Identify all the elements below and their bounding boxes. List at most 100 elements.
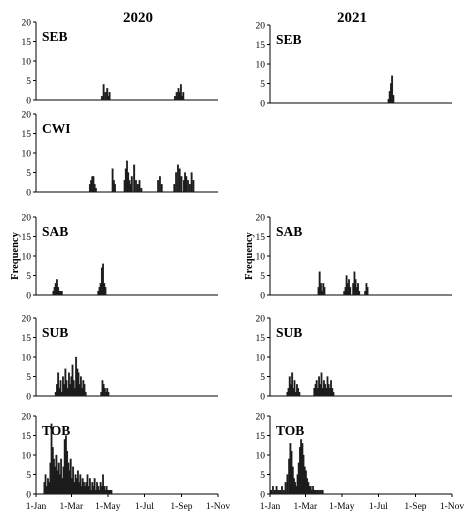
y-tick-label: 0 — [260, 99, 265, 109]
bar — [282, 489, 285, 495]
y-tick-label: 15 — [22, 233, 32, 243]
bar — [187, 180, 189, 193]
y-tick-label: 20 — [22, 213, 32, 223]
bar — [102, 474, 104, 495]
bar — [314, 489, 317, 495]
panel-2021-seb: 0 5 10 15 20 SEB — [256, 21, 452, 109]
bar — [110, 489, 113, 495]
column-title-2020: 2020 — [123, 10, 153, 26]
y-tick-label: 0 — [26, 392, 31, 402]
y-tick-label: 5 — [26, 169, 31, 179]
bar — [179, 84, 182, 101]
x-tick-label: 1-Sep — [404, 502, 426, 512]
y-tick-label: 10 — [22, 57, 32, 67]
y-tick-label: 5 — [260, 373, 265, 383]
y-axis-title: Frequency — [10, 231, 21, 279]
bar — [160, 184, 163, 193]
bar — [136, 184, 139, 193]
bar — [79, 376, 82, 397]
bar — [319, 489, 322, 495]
bar — [104, 287, 107, 296]
bar — [391, 75, 394, 104]
y-tick-label: 10 — [22, 451, 32, 461]
panel-label: SAB — [276, 224, 302, 239]
bar — [323, 287, 326, 296]
bar — [182, 92, 185, 101]
bar — [60, 290, 63, 296]
bar — [175, 92, 178, 101]
y-tick-label: 10 — [22, 149, 32, 159]
bar — [114, 184, 116, 193]
bar — [157, 180, 160, 193]
bar — [104, 92, 107, 101]
panel-label: SEB — [42, 29, 68, 44]
bar — [366, 287, 369, 296]
bar — [44, 474, 47, 495]
bar — [180, 176, 183, 193]
bar — [192, 180, 195, 193]
bar — [100, 95, 103, 101]
bar — [94, 187, 97, 193]
column-title-2021: 2021 — [337, 10, 367, 26]
y-tick-label: 20 — [22, 412, 32, 422]
bar — [72, 466, 75, 495]
y-tick-label: 5 — [26, 471, 31, 481]
bar — [318, 489, 321, 495]
y-tick-label: 0 — [26, 188, 31, 198]
x-tick-label: 1-May — [329, 502, 355, 512]
bar — [316, 489, 319, 495]
y-tick-label: 5 — [260, 471, 265, 481]
y-tick-label: 5 — [26, 77, 31, 87]
x-axis-2020: 1-Jan 1-Mar 1-May 1-Jul 1-Sep 1-Nov — [26, 494, 230, 512]
bar — [135, 180, 137, 193]
x-tick-label: 1-Jul — [369, 502, 388, 512]
y-tick-label: 15 — [256, 41, 266, 51]
bar — [175, 172, 178, 193]
x-tick-label: 1-Sep — [170, 502, 192, 512]
bar — [106, 88, 109, 101]
panel-2020-sab: 0 5 10 15 20 SAB — [22, 213, 218, 301]
bar — [88, 478, 91, 495]
bar — [273, 489, 276, 495]
y-tick-label: 15 — [22, 432, 32, 442]
y-tick-label: 0 — [260, 392, 265, 402]
y-tick-label: 5 — [26, 272, 31, 282]
bar — [173, 95, 176, 101]
bar — [190, 172, 193, 193]
y-tick-label: 20 — [22, 110, 32, 120]
bar — [102, 84, 105, 101]
panel-2020-sub: 0 5 10 15 20 SUB — [22, 314, 218, 402]
y-tick-label: 10 — [256, 353, 266, 363]
y-tick-label: 15 — [256, 233, 266, 243]
y-tick-label: 0 — [26, 96, 31, 106]
panel-label: SUB — [42, 325, 68, 340]
bar — [102, 263, 104, 296]
y-tick-label: 15 — [22, 38, 32, 48]
bar — [293, 380, 296, 397]
bar — [349, 287, 352, 296]
panel-label: TOB — [276, 423, 304, 438]
bar — [272, 486, 274, 495]
y-tick-label: 15 — [256, 432, 266, 442]
y-tick-label: 0 — [26, 291, 31, 301]
panels: 0 5 10 15 20 SEB 0 5 10 15 20 CWI 0 5 10 15 20 SAB 0 5 10 15 2… — [22, 18, 452, 500]
bar — [93, 478, 96, 495]
y-tick-label: 0 — [260, 490, 265, 500]
y-tick-label: 20 — [22, 314, 32, 324]
bar — [108, 92, 111, 101]
bar — [279, 489, 282, 495]
y-tick-label: 15 — [22, 334, 32, 344]
bar — [84, 391, 87, 397]
bar — [357, 283, 359, 296]
x-axis-2021: 1-Jan 1-Mar 1-May 1-Jul 1-Sep 1-Nov — [260, 494, 465, 512]
bar — [392, 95, 395, 104]
x-tick-label: 1-Nov — [440, 502, 465, 512]
bar — [173, 184, 176, 193]
y-tick-label: 10 — [22, 252, 32, 262]
y-tick-label: 20 — [22, 18, 32, 28]
panel-label: SAB — [42, 224, 68, 239]
y-tick-label: 20 — [256, 21, 266, 31]
bar — [270, 489, 273, 495]
y-tick-label: 5 — [26, 373, 31, 383]
